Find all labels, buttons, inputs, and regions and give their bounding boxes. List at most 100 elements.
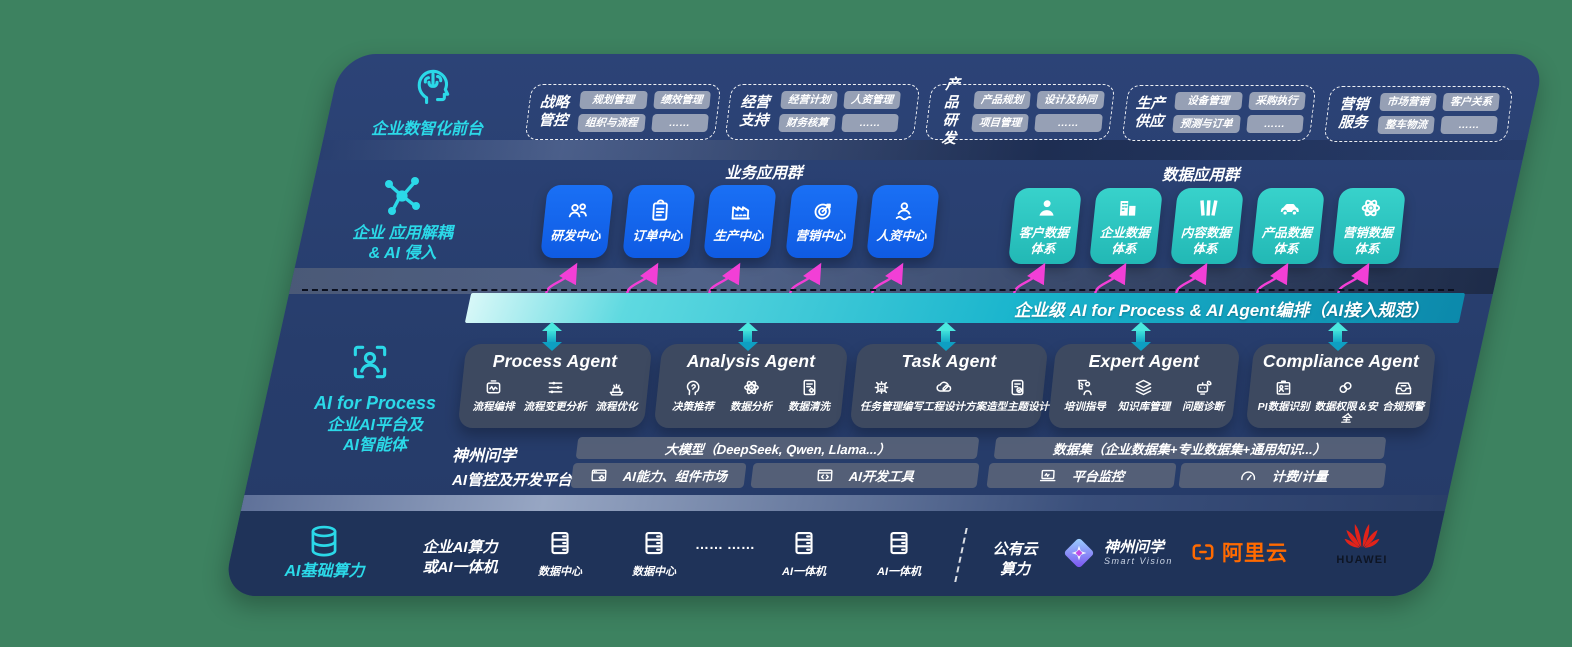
id-card-icon (1273, 377, 1294, 398)
module-pill: …… (841, 114, 899, 133)
shenzhou-wenxue-logo: 神州问学 Smart Vision (1062, 536, 1173, 570)
ai-layer-title: AI for Process (313, 393, 437, 413)
module-pill: 设计及协同 (1035, 91, 1104, 110)
module-pill: 客户关系 (1442, 93, 1500, 112)
data-card-label: 产品数据体系 (1261, 225, 1313, 256)
factory-icon (727, 198, 754, 224)
business-group-title: 业务应用群 (725, 165, 803, 182)
agent-item-label: 流程编排 (472, 401, 515, 413)
data-card-label: 客户数据体系 (1018, 225, 1070, 256)
teal-double-arrow (737, 322, 758, 351)
orchestration-bar: 企业级 AI for Process & AI Agent编排（AI接入规范） (464, 293, 1466, 323)
infra-left-text: 企业AI算力 或AI一体机 (405, 538, 515, 579)
module-pill: …… (650, 114, 708, 133)
teal-double-arrow (935, 322, 956, 351)
agent-item-label: 知识库管理 (1117, 401, 1171, 413)
teal-double-arrow (1327, 322, 1348, 351)
module-pill: 预测与订单 (1171, 115, 1240, 134)
car-icon (1276, 195, 1303, 221)
group-title: 经营支持 (738, 94, 771, 129)
database-icon (305, 522, 343, 560)
public-cloud-line1: 公有云 (992, 541, 1038, 558)
sliders-icon (545, 377, 566, 398)
cell-billing-metering: 计费/计量 (1178, 463, 1387, 488)
agent-item-label: 流程变更分析 (523, 401, 587, 413)
people-icon (564, 198, 591, 224)
agent-item-label: 数据清洗 (788, 401, 830, 413)
sv-diamond-icon (1062, 536, 1096, 570)
app-card-hr-center: 人资中心 (866, 185, 940, 258)
agent-item-label: PI数据识别 (1257, 401, 1310, 413)
agent-name: Compliance Agent (1262, 351, 1420, 371)
cell-platform-monitor: 平台监控 (986, 463, 1177, 488)
agent-item-label: 任务管理 (860, 401, 902, 413)
decouple-label-line2: & AI 侵入 (368, 245, 437, 262)
server-icon (884, 528, 914, 558)
data-card-content: 内容数据体系 (1170, 188, 1244, 264)
box-wave-icon (483, 377, 504, 398)
data-card-marketing: 营销数据体系 (1332, 188, 1406, 264)
data-card-enterprise: 企业数据体系 (1089, 188, 1163, 264)
app-card-order-center: 订单中心 (622, 185, 696, 258)
agent-name: Analysis Agent (686, 351, 816, 371)
link-circles-icon (1335, 377, 1356, 398)
module-pill: 采购执行 (1247, 92, 1305, 111)
model-bar: 大模型（DeepSeek, Qwen, Llama...） (575, 437, 980, 459)
module-pill: 财务核算 (778, 114, 836, 133)
teal-double-arrow (1130, 322, 1151, 351)
agent-item-label: 数据分析 (730, 401, 772, 413)
group-title: 生产供应 (1134, 95, 1166, 130)
platform-label-line1: 神州问学 (452, 448, 517, 465)
front-group-strategy: 战略管控 规划管理 绩效管理 组织与流程 …… (524, 84, 722, 140)
module-pill: 市场营销 (1379, 93, 1437, 112)
huawei-logo: HUAWEI (1326, 514, 1398, 566)
stack-icon (606, 377, 627, 398)
layers-icon (1133, 377, 1154, 398)
books-icon (1195, 195, 1222, 221)
node-label: AI一体机 (877, 566, 921, 578)
cell-label: 计费/计量 (1271, 469, 1328, 484)
data-card-customer: 客户数据体系 (1008, 188, 1082, 264)
clipboard-icon (646, 198, 673, 224)
orchestration-bar-text: 企业级 AI for Process & AI Agent编排（AI接入规范） (1013, 300, 1428, 320)
gauge-icon (1237, 466, 1258, 486)
node-datacenter-1: 数据中心 (530, 528, 590, 579)
decouple-label: 企业 应用解耦 & AI 侵入 (340, 224, 465, 264)
app-card-label: 订单中心 (632, 229, 683, 244)
public-cloud-text: 公有云 算力 (983, 540, 1047, 581)
server-icon (639, 528, 669, 558)
app-card-label: 人资中心 (876, 229, 927, 244)
doc-gear-icon (799, 377, 820, 398)
model-bar-text: 大模型（DeepSeek, Qwen, Llama...） (664, 441, 891, 457)
front-office-label: 企业数智化前台 (370, 121, 483, 138)
module-pill: 产品规划 (972, 91, 1031, 110)
front-group-operation: 经营支持 经营计划 人资管理 财务核算 …… (724, 84, 921, 140)
app-card-label: 生产中心 (713, 229, 764, 244)
module-pill: …… (1245, 115, 1303, 134)
app-card-rnd-center: 研发中心 (540, 185, 614, 258)
ai-layer-subtitle: 企业AI平台及 AI智能体 (315, 416, 435, 456)
doc-check-icon (1007, 377, 1028, 398)
atom-icon (741, 377, 762, 398)
group-title: 营销服务 (1337, 96, 1370, 131)
agent-card-analysis: Analysis Agent 决策推荐 数据分析 数据清洗 (653, 344, 849, 428)
sv-logo-subtitle: Smart Vision (1104, 556, 1173, 567)
module-pill: …… (1033, 114, 1102, 133)
module-pill: 整车物流 (1377, 116, 1435, 135)
person-wave-icon (890, 198, 917, 224)
dataset-bar: 数据集（企业数据集+专业数据集+通用知识...） (993, 437, 1387, 459)
data-card-label: 营销数据体系 (1342, 225, 1394, 256)
ai-layer-subtitle-line2: AI智能体 (342, 437, 407, 454)
cell-ai-capability-market: AI能力、组件市场 (570, 463, 747, 488)
platform-label-line2: AI管控及开发平台 (452, 472, 573, 489)
shelf-edge-3 (240, 495, 1449, 511)
cell-label: AI能力、组件市场 (622, 469, 728, 484)
person-board-icon (1074, 377, 1095, 398)
decouple-label-line1: 企业 应用解耦 (352, 225, 453, 242)
dashed-separator-line (302, 289, 1454, 291)
agent-item-label: 培训指导 (1063, 401, 1106, 413)
data-card-product: 产品数据体系 (1251, 188, 1325, 264)
infra-left-line2: 或AI一体机 (422, 559, 498, 577)
atom-icon (1357, 195, 1384, 221)
